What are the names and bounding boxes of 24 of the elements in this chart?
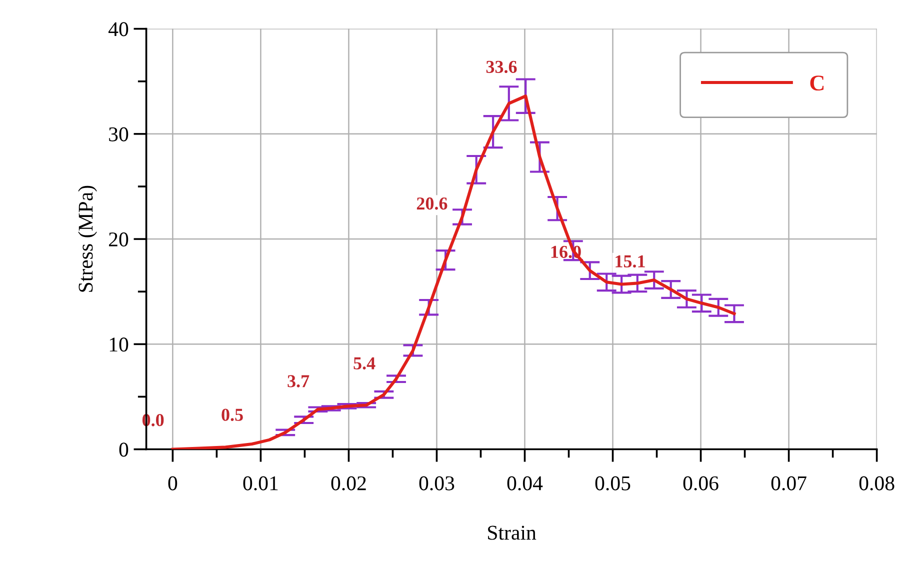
x-tick-label: 0.08 [859, 476, 894, 490]
x-tick-label: 0.07 [771, 476, 806, 490]
y-tick-label: 40 [108, 22, 128, 36]
annotation: 0.5 [222, 408, 243, 421]
annotation: 20.6 [416, 197, 448, 210]
x-tick-label: 0.03 [419, 476, 454, 490]
annotation: 5.4 [354, 357, 376, 370]
annotation: 33.6 [486, 60, 517, 74]
x-tick-label: 0.04 [507, 476, 543, 490]
annotation: 3.7 [288, 375, 310, 388]
y-tick-label: 20 [109, 232, 128, 246]
x-tick-label: 0.01 [243, 476, 278, 490]
y-tick-label: 0 [119, 442, 128, 457]
x-tick-label: 0.05 [595, 476, 630, 490]
annotation: 15.1 [616, 255, 645, 268]
x-axis-title: Strain [488, 526, 536, 540]
x-tick-label: 0 [168, 476, 178, 490]
line-series [171, 94, 736, 450]
legend-label: C [810, 76, 824, 91]
y-tick-label: 30 [109, 127, 128, 142]
y-tick-label: 10 [110, 338, 128, 352]
x-tick-label: 0.06 [683, 476, 718, 490]
y-axis-title: Stress (MPa) [78, 186, 97, 292]
x-tick-label: 0.02 [331, 476, 366, 490]
